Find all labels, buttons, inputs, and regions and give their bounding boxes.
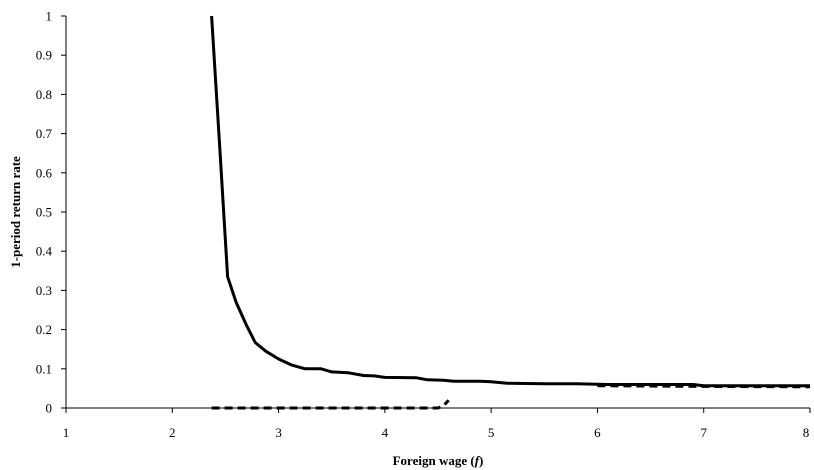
solid-series-line [210,15,810,388]
y-tick-label: 0.1 [36,361,52,376]
x-axis-title-variable: f [475,453,481,468]
x-axis-title-main: Foreign wage ( [393,453,475,468]
x-tick-label: 4 [382,425,389,440]
y-tick-label: 0 [46,401,53,416]
plot-area [210,15,811,410]
y-tick-label: 0.4 [36,244,53,259]
dashed-series-line [597,384,811,389]
x-axis-title-close: ) [479,453,483,468]
dashed-series-line [211,399,450,410]
x-tick-label: 1 [63,425,70,440]
y-tick-label: 0.5 [36,205,52,220]
x-tick-label: 7 [700,425,707,440]
y-tick-label: 0.7 [36,126,53,141]
y-tick-label: 0.3 [36,283,52,298]
y-tick-label: 0.9 [36,48,52,63]
y-tick-label: 0.8 [36,87,52,102]
x-tick-label: 8 [803,425,810,440]
y-tick-label: 1 [46,9,53,24]
x-tick-label: 3 [275,425,282,440]
x-tick-label: 2 [169,425,176,440]
y-axis-title: 1-period return rate [8,156,23,268]
y-tick-label: 0.6 [36,165,53,180]
x-tick-label: 6 [594,425,601,440]
ticks: 0 0.1 0.2 0.3 0.4 0.5 0.6 0.7 0.8 0.9 1 1 2 3 4 5 6 7 8 [36,9,811,440]
x-tick-label: 5 [488,425,495,440]
y-tick-label: 0.2 [36,322,52,337]
x-axis-title: Foreign wage (f) [393,453,484,468]
axes [65,16,810,409]
